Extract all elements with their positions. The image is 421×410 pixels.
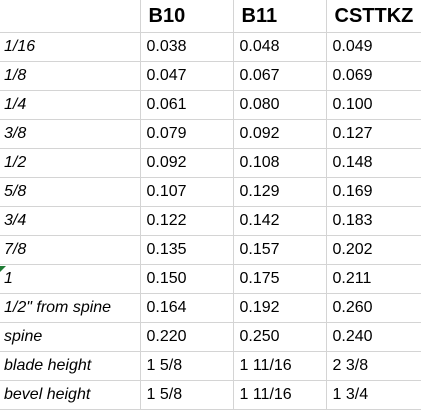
row-label: 1/2: [0, 148, 141, 178]
cell: 0.048: [232, 32, 327, 62]
cell: 0.183: [325, 206, 421, 236]
cell: 0.061: [139, 90, 234, 120]
cell: 0.107: [139, 177, 234, 207]
cell: 1 11/16: [232, 380, 327, 410]
cell: 1 11/16: [232, 351, 327, 381]
row-label: 1: [0, 264, 141, 294]
error-indicator: [0, 266, 6, 272]
row-label: 7/8: [0, 235, 141, 265]
row-label: 5/8: [0, 177, 141, 207]
cell: 0.169: [325, 177, 421, 207]
cell: 0.080: [232, 90, 327, 120]
cell: 0.157: [232, 235, 327, 265]
cell: 0.175: [232, 264, 327, 294]
data-row: spine 0.220 0.250 0.240: [0, 322, 421, 352]
cell: 0.220: [139, 322, 234, 352]
cell: 0.135: [139, 235, 234, 265]
cell: 0.049: [325, 32, 421, 62]
row-label: spine: [0, 322, 141, 352]
cell: 0.129: [232, 177, 327, 207]
data-row: 1/2" from spine 0.164 0.192 0.260: [0, 293, 421, 323]
data-row: blade height 1 5/8 1 11/16 2 3/8: [0, 351, 421, 381]
header-row: B10 B11 CSTTKZ: [0, 0, 421, 33]
row-label: bevel height: [0, 380, 141, 410]
cell: 0.127: [325, 119, 421, 149]
cell: 0.150: [139, 264, 234, 294]
cell: 1 3/4: [325, 380, 421, 410]
cell: 0.240: [325, 322, 421, 352]
row-label: blade height: [0, 351, 141, 381]
cell: 0.202: [325, 235, 421, 265]
data-row: bevel height 1 5/8 1 11/16 1 3/4: [0, 380, 421, 410]
cell: 0.079: [139, 119, 234, 149]
data-row: 7/8 0.135 0.157 0.202: [0, 235, 421, 265]
cell: 0.092: [139, 148, 234, 178]
data-row: 3/4 0.122 0.142 0.183: [0, 206, 421, 236]
column-header: B11: [232, 0, 327, 33]
data-row: 1/16 0.038 0.048 0.049: [0, 32, 421, 62]
data-row: 1/8 0.047 0.067 0.069: [0, 61, 421, 91]
cell: 0.067: [232, 61, 327, 91]
row-label: 3/8: [0, 119, 141, 149]
column-header: B10: [139, 0, 234, 33]
cell: 0.164: [139, 293, 234, 323]
header-cell: [0, 0, 141, 33]
row-label: 1/2" from spine: [0, 293, 141, 323]
data-row: 1 0.150 0.175 0.211: [0, 264, 421, 294]
cell: 0.211: [325, 264, 421, 294]
cell: 0.069: [325, 61, 421, 91]
row-label: 3/4: [0, 206, 141, 236]
cell: 0.260: [325, 293, 421, 323]
cell: 0.038: [139, 32, 234, 62]
row-label: 1/8: [0, 61, 141, 91]
cell: 0.250: [232, 322, 327, 352]
cell: 2 3/8: [325, 351, 421, 381]
data-row: 3/8 0.079 0.092 0.127: [0, 119, 421, 149]
cell: 0.142: [232, 206, 327, 236]
cell: 0.092: [232, 119, 327, 149]
cell: 0.192: [232, 293, 327, 323]
data-row: 1/4 0.061 0.080 0.100: [0, 90, 421, 120]
cell: 1 5/8: [139, 380, 234, 410]
row-label: 1/16: [0, 32, 141, 62]
column-header: CSTTKZ: [325, 0, 421, 33]
row-label: 1/4: [0, 90, 141, 120]
data-row: 5/8 0.107 0.129 0.169: [0, 177, 421, 207]
cell: 1 5/8: [139, 351, 234, 381]
cell: 0.122: [139, 206, 234, 236]
cell: 0.148: [325, 148, 421, 178]
cell: 0.100: [325, 90, 421, 120]
cell: 0.108: [232, 148, 327, 178]
data-row: 1/2 0.092 0.108 0.148: [0, 148, 421, 178]
cell: 0.047: [139, 61, 234, 91]
